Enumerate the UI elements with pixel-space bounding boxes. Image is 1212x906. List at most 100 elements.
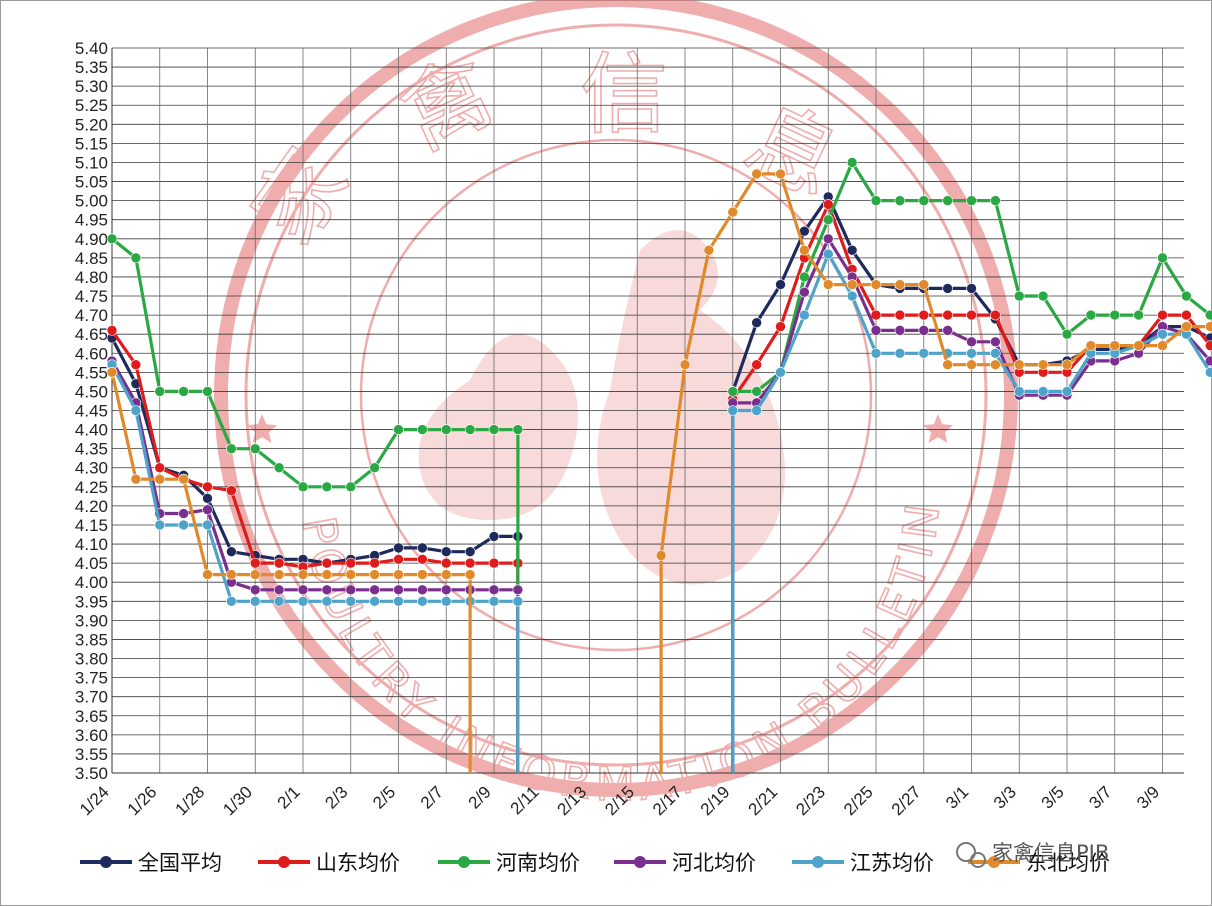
data-point [775,321,786,332]
y-tick-label: 5.00 [75,192,108,211]
wechat-icon [956,842,976,862]
watermark-english-text: POULTRY INFORMATION BULLETIN [291,495,951,811]
x-tick-label: 3/9 [1133,782,1163,812]
data-point [1157,328,1168,340]
data-point [273,557,285,569]
data-point [440,424,452,435]
data-point [1037,359,1049,371]
data-point [512,424,524,435]
data-point [727,206,739,218]
data-point [512,595,524,607]
y-tick-label: 3.60 [75,726,108,745]
data-point [345,557,357,569]
data-point [130,473,142,485]
wechat-icon-small [970,852,986,868]
y-tick-label: 3.80 [75,650,108,669]
y-tick-label: 4.10 [75,535,108,554]
data-point [226,595,237,607]
data-point [249,557,261,569]
data-point [1204,321,1212,332]
data-point [226,443,237,454]
legend-item: 河南均价 [438,851,580,875]
x-tick-label: 2/1 [274,782,304,812]
data-point [321,481,333,493]
data-point [106,325,118,336]
data-point [178,473,189,485]
data-point [464,424,476,435]
legend-item: 全国平均 [80,851,222,875]
x-tick-label: 2/21 [745,782,782,819]
y-tick-label: 3.75 [75,669,108,688]
data-point [393,595,404,607]
data-point [846,290,858,302]
data-point [751,386,762,397]
data-point [1085,309,1097,321]
y-tick-label: 4.65 [75,325,108,344]
data-point [297,481,309,493]
x-tick-label: 1/30 [219,782,256,819]
y-tick-label: 4.80 [75,268,108,287]
y-tick-label: 4.45 [75,402,108,421]
data-point [297,569,309,580]
data-point [417,595,428,607]
legend-label: 全国平均 [138,851,222,875]
legend-label: 河北均价 [672,851,756,875]
data-point [249,595,261,607]
data-point [369,569,380,580]
watermark-char: 信 [580,43,668,146]
x-tick-label: 1/24 [76,782,113,819]
legend-label: 山东均价 [316,851,400,875]
y-tick-label: 3.55 [75,745,108,764]
data-point [202,519,213,531]
y-tick-label: 4.70 [75,306,108,325]
data-point [966,195,977,206]
legend-marker [278,856,290,868]
y-tick-label: 4.35 [75,440,108,459]
x-tick-label: 2/7 [417,782,447,812]
data-point [464,569,476,580]
data-point [440,557,452,569]
data-point [799,244,810,256]
legend-label: 河南均价 [496,851,580,875]
data-point [966,309,977,321]
data-point [106,233,118,245]
data-point [1085,340,1097,351]
data-point [870,195,882,206]
data-point [1204,367,1212,378]
y-tick-label: 4.00 [75,573,108,592]
data-point [942,283,953,294]
x-tick-label: 2/25 [840,782,877,819]
data-point [727,405,739,416]
legend-item: 山东均价 [258,851,400,875]
x-tick-label: 1/26 [124,782,161,819]
data-point [345,569,357,580]
data-point [918,325,930,336]
legend-item: 河北均价 [614,851,756,875]
y-tick-label: 5.05 [75,173,108,192]
data-point [751,405,762,416]
data-point [894,309,906,321]
data-point [942,195,953,206]
source-text: 家禽信息PIB [992,841,1109,865]
data-point [1061,359,1073,371]
legend-marker [634,856,646,868]
data-point [1109,340,1121,351]
legend-label: 江苏均价 [850,851,934,875]
y-tick-label: 3.85 [75,630,108,649]
data-point [1013,386,1025,397]
y-tick-label: 4.75 [75,287,108,306]
data-point [393,584,404,596]
data-point [751,168,762,180]
data-point [1013,290,1025,302]
data-point [799,286,810,298]
data-point [369,584,380,596]
y-tick-label: 5.20 [75,115,108,134]
data-point [249,584,261,596]
data-point [440,569,452,580]
y-tick-label: 5.15 [75,134,108,153]
data-point [918,347,930,359]
data-point [1061,386,1073,397]
y-tick-label: 3.95 [75,592,108,611]
data-point [130,359,142,371]
y-tick-label: 5.10 [75,153,108,172]
